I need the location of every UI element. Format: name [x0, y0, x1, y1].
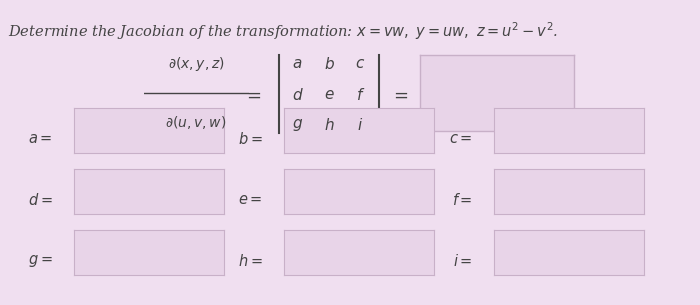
Text: $b=$: $b=$	[238, 131, 262, 147]
Text: $d=$: $d=$	[28, 192, 52, 208]
Text: Determine the Jacobian of the transformation: $x = vw,\ y = uw,\ z = u^2 - v^2$.: Determine the Jacobian of the transforma…	[8, 20, 559, 41]
Text: $f$: $f$	[356, 87, 365, 102]
Text: $b$: $b$	[323, 56, 335, 72]
Text: $c$: $c$	[356, 57, 365, 71]
Text: $a$: $a$	[293, 57, 302, 71]
Text: $e=$: $e=$	[238, 193, 262, 207]
Text: $c=$: $c=$	[449, 132, 472, 146]
Text: $g=$: $g=$	[28, 253, 52, 269]
Text: $\partial(x, y, z)$: $\partial(x, y, z)$	[167, 55, 225, 73]
Text: $a=$: $a=$	[28, 132, 52, 146]
Text: $f=$: $f=$	[452, 192, 472, 208]
Text: $d$: $d$	[292, 87, 303, 102]
Text: $i$: $i$	[358, 117, 363, 133]
Text: $h=$: $h=$	[238, 253, 262, 269]
Text: $=$: $=$	[390, 85, 408, 104]
Text: $h$: $h$	[323, 117, 335, 133]
Text: $i=$: $i=$	[453, 253, 473, 269]
Text: $g$: $g$	[292, 117, 303, 133]
Text: $=$: $=$	[243, 85, 261, 104]
Text: $\partial(u, v, w)$: $\partial(u, v, w)$	[165, 114, 227, 131]
Text: $e$: $e$	[323, 88, 335, 102]
